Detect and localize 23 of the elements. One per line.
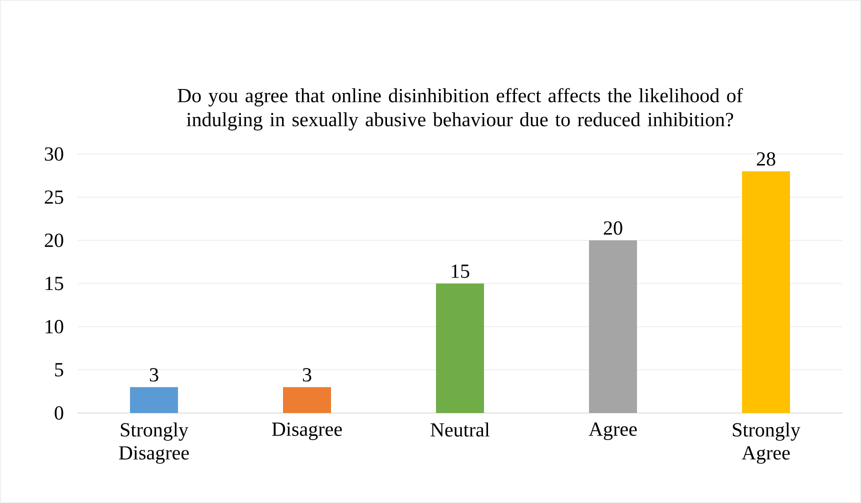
data-label: 20 bbox=[604, 221, 622, 235]
data-label: 3 bbox=[150, 368, 158, 382]
y-tick-label: 0 bbox=[54, 406, 64, 420]
x-tick-label: Strongly Disagree bbox=[119, 422, 189, 464]
bar bbox=[283, 387, 332, 413]
bar bbox=[130, 387, 178, 413]
y-tick-label: 15 bbox=[46, 276, 64, 290]
data-label: 15 bbox=[452, 264, 470, 278]
bar bbox=[742, 171, 790, 413]
y-tick-label: 5 bbox=[55, 363, 64, 376]
x-tick-label: Agree bbox=[588, 422, 637, 440]
data-label: 28 bbox=[756, 152, 776, 166]
x-tick-label: Disagree bbox=[272, 422, 342, 440]
chart-title: Do you agree that online disinhibition effect affects the likelihood of indulging in sexually abusive behaviour due to reduced inhibition? bbox=[178, 88, 743, 130]
x-tick-label: Strongly Agree bbox=[732, 422, 800, 464]
y-tick-label: 30 bbox=[44, 147, 64, 161]
bar bbox=[436, 283, 484, 413]
bar bbox=[589, 240, 638, 413]
y-tick-label: 20 bbox=[44, 234, 64, 248]
data-label: 3 bbox=[302, 368, 312, 382]
y-tick-label: 10 bbox=[46, 320, 64, 334]
y-tick-label: 25 bbox=[44, 190, 64, 204]
x-tick-label: Neutral bbox=[430, 422, 490, 437]
